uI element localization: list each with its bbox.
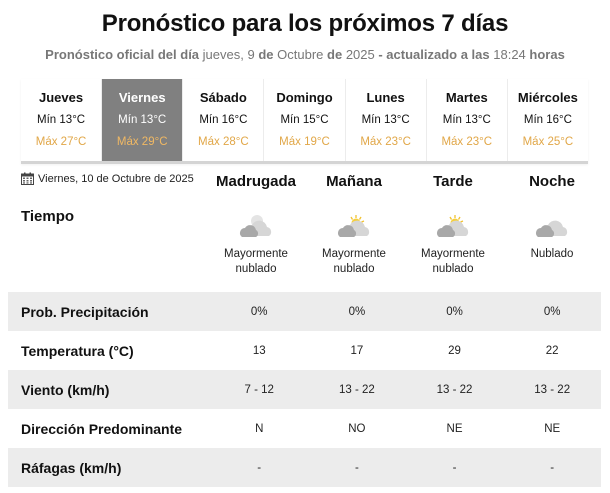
day-min-temp: Mín 13°C — [442, 114, 491, 126]
row-value: 22 — [545, 344, 559, 357]
row-label: Ráfagas (km/h) — [21, 459, 122, 476]
subtitle-de: de — [258, 47, 274, 62]
day-max-temp: Máx 29°C — [116, 136, 168, 148]
row-precipitation: Prob. Precipitación 0% 0% 0% 0% — [8, 292, 601, 331]
weather-desc-line: Mayormente — [322, 248, 386, 260]
day-min-temp: Mín 13°C — [361, 114, 410, 126]
page-title: Pronóstico para los próximos 7 días — [101, 10, 509, 37]
subtitle-de: de — [327, 47, 343, 62]
day-max-temp: Máx 25°C — [522, 136, 574, 148]
weather-desc-line: nublado — [333, 263, 375, 275]
forecast-detail-table: Prob. Precipitación 0% 0% 0% 0% Temperat… — [8, 292, 601, 487]
day-min-temp: Mín 15°C — [280, 114, 329, 126]
row-value: 0% — [543, 305, 561, 318]
period-manana: Mañana — [326, 173, 382, 190]
row-value: 13 — [252, 344, 266, 357]
row-label: Prob. Precipitación — [21, 303, 149, 320]
day-name: Viernes — [118, 90, 166, 105]
period-noche: Noche — [529, 173, 575, 190]
row-gusts: Ráfagas (km/h) - - - - — [8, 448, 601, 487]
mostly-cloudy-sun-icon — [437, 215, 469, 237]
day-min-temp: Mín 13°C — [37, 114, 86, 126]
weather-cell-madrugada: Mayormente nublado — [206, 212, 306, 277]
row-value: 7 - 12 — [244, 383, 274, 396]
row-value: - — [257, 461, 262, 474]
row-temperature: Temperatura (°C) 13 17 29 22 — [8, 331, 601, 370]
day-name: Lunes — [366, 90, 405, 105]
day-tab-miercoles[interactable]: Miércoles Mín 16°C Máx 25°C — [508, 79, 588, 161]
weather-desc-line: nublado — [235, 263, 277, 275]
day-min-temp: Mín 13°C — [118, 114, 167, 126]
weather-cell-tarde: Mayormente nublado — [403, 212, 503, 277]
row-value: NE — [544, 422, 561, 435]
day-tabs: Jueves Mín 13°C Máx 27°C Viernes Mín 13°… — [21, 79, 588, 164]
forecast-subtitle: Pronóstico oficial del día jueves, 9 de … — [0, 47, 610, 62]
mostly-cloudy-sun-icon — [338, 215, 370, 237]
weather-desc: Mayormente nublado — [403, 247, 503, 277]
row-value: 13 - 22 — [534, 383, 571, 396]
row-value: 17 — [350, 344, 364, 357]
day-min-temp: Mín 16°C — [523, 114, 572, 126]
day-tab-viernes[interactable]: Viernes Mín 13°C Máx 29°C — [102, 79, 184, 161]
selected-date: Viernes, 10 de Octubre de 2025 — [21, 172, 194, 185]
period-madrugada: Madrugada — [215, 173, 296, 190]
weather-desc: Mayormente nublado — [206, 247, 306, 277]
weather-desc-line: Mayormente — [421, 248, 485, 260]
row-wind: Viento (km/h) 7 - 12 13 - 22 13 - 22 13 … — [8, 370, 601, 409]
row-value: 0% — [446, 305, 463, 318]
cloudy-icon — [536, 220, 568, 237]
day-name: Sábado — [199, 90, 247, 105]
row-value: 13 - 22 — [436, 383, 473, 396]
subtitle-year: 2025 — [345, 47, 375, 62]
day-max-temp: Máx 27°C — [35, 136, 87, 148]
row-value: 29 — [448, 344, 461, 357]
subtitle-prefix: Pronóstico oficial del día — [45, 47, 200, 62]
weather-cell-noche: Nublado — [502, 212, 602, 262]
row-value: NO — [348, 422, 366, 435]
weather-cell-manana: Mayormente nublado — [304, 212, 404, 277]
day-tab-domingo[interactable]: Domingo Mín 15°C Máx 19°C — [264, 79, 346, 161]
row-value: - — [452, 461, 457, 474]
row-label: Dirección Predominante — [21, 420, 183, 437]
subtitle-time: 18:24 — [493, 47, 526, 62]
row-value: NE — [446, 422, 463, 435]
row-value: N — [255, 422, 264, 435]
subtitle-hours: horas — [529, 47, 565, 62]
day-name: Miércoles — [517, 90, 578, 105]
row-value: - — [354, 461, 359, 474]
subtitle-date: jueves, 9 — [202, 47, 255, 62]
weather-desc-line: Nublado — [530, 248, 574, 260]
day-max-temp: Máx 23°C — [441, 136, 493, 148]
day-max-temp: Máx 23°C — [360, 136, 411, 148]
weather-desc: Mayormente nublado — [304, 247, 404, 277]
day-name: Domingo — [276, 90, 333, 105]
row-label: Viento (km/h) — [21, 381, 110, 398]
weather-desc: Nublado — [502, 247, 602, 262]
day-name: Martes — [445, 90, 488, 105]
day-min-temp: Mín 16°C — [199, 114, 248, 126]
tiempo-label: Tiempo — [21, 208, 75, 225]
weather-desc-line: nublado — [432, 263, 474, 275]
day-name: Jueves — [39, 90, 84, 105]
subtitle-updated: - actualizado a las — [378, 47, 490, 62]
row-value: 0% — [250, 305, 268, 318]
row-value: - — [550, 461, 555, 474]
calendar-icon — [21, 172, 34, 185]
day-tab-jueves[interactable]: Jueves Mín 13°C Máx 27°C — [21, 79, 103, 161]
subtitle-month: Octubre — [277, 47, 324, 62]
mostly-cloudy-night-icon — [240, 215, 272, 237]
row-value: 0% — [348, 305, 366, 318]
day-tab-martes[interactable]: Martes Mín 13°C Máx 23°C — [427, 79, 508, 161]
weather-desc-line: Mayormente — [224, 248, 288, 260]
row-wind-direction: Dirección Predominante N NO NE NE — [8, 409, 601, 448]
day-max-temp: Máx 28°C — [198, 136, 249, 148]
day-max-temp: Máx 19°C — [279, 136, 330, 148]
row-label: Temperatura (°C) — [21, 342, 134, 359]
day-tab-lunes[interactable]: Lunes Mín 13°C Máx 23°C — [346, 79, 427, 161]
day-tab-sabado[interactable]: Sábado Mín 16°C Máx 28°C — [183, 79, 265, 161]
selected-date-text: Viernes, 10 de Octubre de 2025 — [38, 172, 194, 185]
row-value: 13 - 22 — [338, 383, 375, 396]
period-tarde: Tarde — [433, 173, 473, 190]
